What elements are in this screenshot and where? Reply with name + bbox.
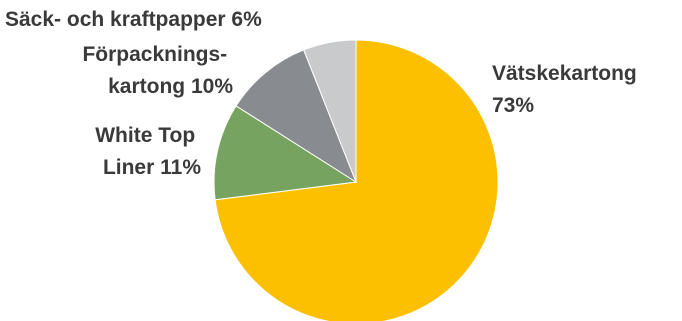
label-forpackningskartong: Förpacknings- kartong 10% <box>82 43 233 98</box>
label-sack-och-kraftpapper: Säck- och kraftpapper 6% <box>5 8 262 31</box>
pie-slices <box>213 39 499 321</box>
label-vatskekartong: Vätskekartong 73% <box>492 62 643 117</box>
pie-slice-2 <box>235 49 358 184</box>
label-white-top-liner: White Top Liner 11% <box>95 124 201 179</box>
pie-slice-3 <box>303 39 357 183</box>
slice-labels: Vätskekartong 73% White Top Liner 11% Fö… <box>5 8 643 179</box>
pie-slice-0 <box>214 39 499 321</box>
pie-slice-1 <box>213 105 358 201</box>
